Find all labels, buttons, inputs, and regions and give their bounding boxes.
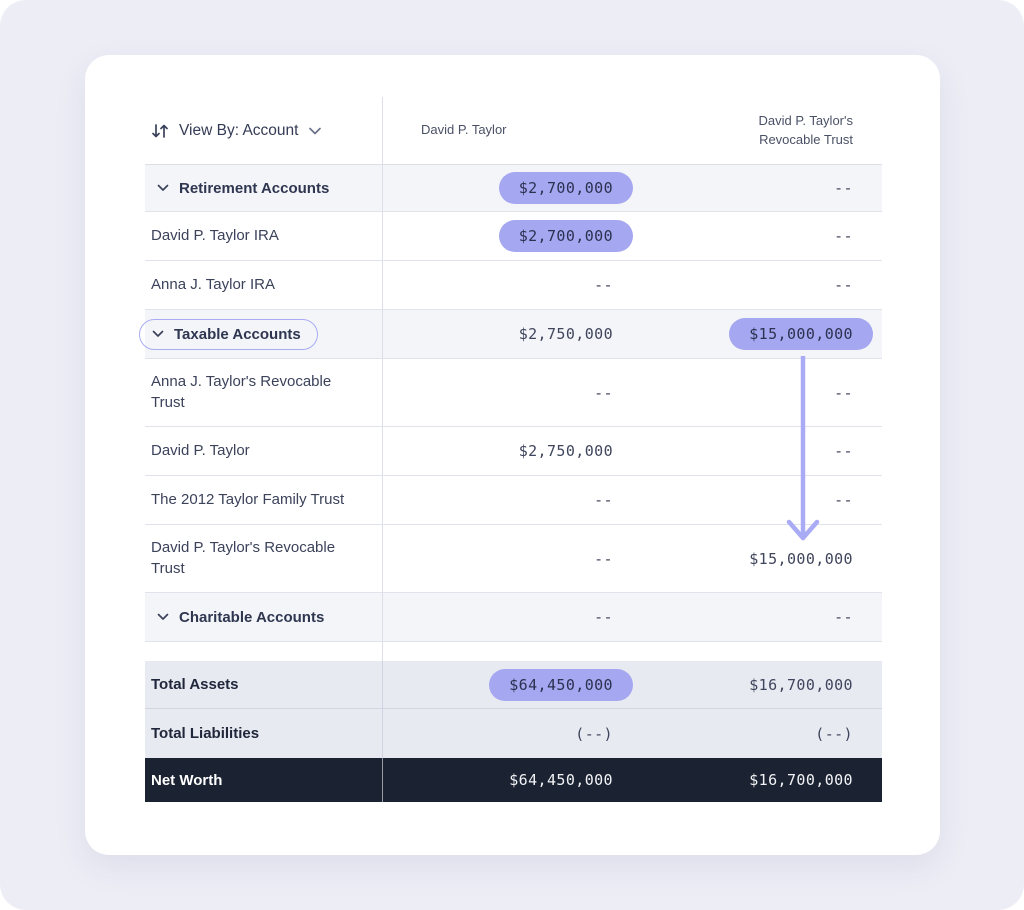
cell-value-highlighted: $15,000,000 — [729, 318, 873, 350]
cell-value: $16,700,000 — [749, 675, 853, 694]
sort-arrows-icon — [151, 123, 169, 139]
account-label: The 2012 Taylor Family Trust — [151, 490, 345, 508]
total-label: Net Worth — [151, 771, 223, 789]
cell-value: -- — [834, 608, 853, 626]
chevron-down-icon[interactable] — [157, 184, 169, 192]
row-2012-taylor-family-trust: The 2012 Taylor Family Trust -- -- — [145, 476, 882, 525]
account-label: David P. Taylor IRA — [151, 226, 279, 244]
cell-value: (--) — [815, 724, 853, 743]
row-anna-j-taylors-revocable-trust: Anna J. Taylor's Revocable Trust -- -- — [145, 359, 882, 427]
cell-value: $2,750,000 — [518, 325, 613, 343]
row-david-p-taylors-revocable-trust: David P. Taylor's Revocable Trust -- $15… — [145, 525, 882, 593]
balance-sheet-card: View By: Account David P. Taylor David P… — [85, 55, 940, 855]
chevron-down-icon[interactable] — [157, 613, 169, 621]
taxable-accounts-toggle[interactable]: Taxable Accounts — [139, 318, 318, 350]
table-gap — [145, 642, 882, 661]
cell-value: $64,450,000 — [509, 771, 613, 789]
row-taxable-accounts[interactable]: Taxable Accounts $2,750,000 $15,000,000 — [139, 310, 882, 359]
cell-value: $2,750,000 — [518, 442, 613, 460]
table-header-row: View By: Account David P. Taylor David P… — [145, 97, 882, 165]
account-label: David P. Taylor — [151, 441, 250, 459]
cell-value-highlighted: $2,700,000 — [498, 172, 633, 204]
cell-value: -- — [594, 549, 613, 568]
cell-value-highlighted: $2,700,000 — [498, 220, 633, 252]
row-david-p-taylor: David P. Taylor $2,750,000 -- — [145, 427, 882, 476]
cell-value: -- — [834, 227, 853, 245]
column-header-david-p-taylor: David P. Taylor — [421, 122, 507, 138]
cell-value: -- — [594, 608, 613, 626]
total-label: Total Liabilities — [151, 725, 260, 742]
cell-value: -- — [834, 276, 853, 294]
section-label: Charitable Accounts — [179, 608, 325, 626]
account-label: Anna J. Taylor IRA — [151, 275, 275, 293]
row-total-liabilities: Total Liabilities (--) (--) — [145, 709, 882, 758]
row-total-assets: Total Assets $64,450,000 $16,700,000 — [145, 661, 882, 709]
chevron-down-icon — [152, 330, 164, 338]
row-charitable-accounts[interactable]: Charitable Accounts -- -- — [145, 593, 882, 642]
view-by-dropdown[interactable]: View By: Account — [151, 122, 322, 140]
account-label: Anna J. Taylor's Revocable Trust — [151, 373, 332, 411]
cell-value: (--) — [575, 724, 613, 743]
cell-value: $16,700,000 — [749, 771, 853, 789]
account-label: David P. Taylor's Revocable Trust — [151, 539, 336, 577]
view-by-label: View By: Account — [179, 121, 299, 139]
cell-value: $15,000,000 — [749, 549, 853, 568]
cell-value-highlighted: $64,450,000 — [489, 668, 633, 701]
section-label: Taxable Accounts — [174, 325, 301, 343]
cell-value: -- — [834, 383, 853, 402]
total-label: Total Assets — [151, 676, 239, 693]
row-david-p-taylor-ira: David P. Taylor IRA $2,700,000 -- — [145, 212, 882, 261]
chevron-down-icon — [308, 127, 322, 135]
section-label: Retirement Accounts — [179, 179, 330, 197]
cell-value: -- — [834, 491, 853, 509]
cell-value: -- — [594, 491, 613, 509]
column-header-revocable-trust: David P. Taylor's Revocable Trust — [758, 112, 854, 147]
row-net-worth: Net Worth $64,450,000 $16,700,000 — [145, 758, 882, 802]
accounts-table: View By: Account David P. Taylor David P… — [139, 97, 882, 802]
cell-value: -- — [834, 179, 853, 197]
row-anna-j-taylor-ira: Anna J. Taylor IRA -- -- — [145, 261, 882, 310]
row-retirement-accounts[interactable]: Retirement Accounts $2,700,000 -- — [145, 165, 882, 212]
cell-value: -- — [834, 442, 853, 460]
cell-value: -- — [594, 276, 613, 294]
cell-value: -- — [594, 383, 613, 402]
